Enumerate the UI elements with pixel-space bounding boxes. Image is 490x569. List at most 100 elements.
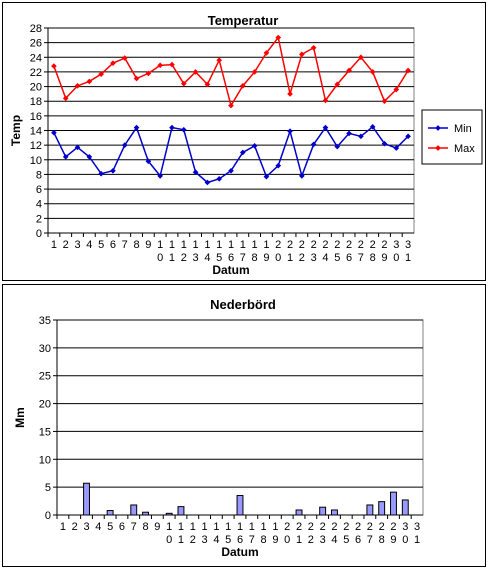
data-point-max xyxy=(145,70,152,77)
data-point-min xyxy=(310,141,317,148)
data-point-max xyxy=(393,86,400,93)
chart-title: Nederbörd xyxy=(210,297,276,312)
data-point-max xyxy=(192,69,199,75)
data-point-max xyxy=(346,67,352,74)
x-tick-label: 8 xyxy=(142,521,148,533)
data-point-max xyxy=(334,81,341,88)
y-tick-label: 28 xyxy=(30,23,42,35)
data-point-min xyxy=(133,124,140,131)
y-tick-label: 25 xyxy=(39,371,51,383)
y-tick-label: 22 xyxy=(30,67,42,79)
bar xyxy=(236,495,244,516)
y-tick-label: 10 xyxy=(30,155,42,167)
plot-area xyxy=(56,319,424,516)
data-point-min xyxy=(322,124,329,131)
bar xyxy=(142,511,149,516)
legend-label-min: Min xyxy=(454,123,472,135)
data-point-min xyxy=(275,162,282,169)
data-point-max xyxy=(251,69,258,75)
data-point-min xyxy=(74,144,81,151)
temperature-chart-panel: 0 2 4 6 8 10 12 14 16 18 20 22 24 26 28 1 2 3 4 5 6 7 8 9 1 0 1 1 1 2… xyxy=(2,2,486,281)
data-point-min xyxy=(287,128,293,135)
x-tick-label: 3 xyxy=(83,521,89,533)
data-point-max xyxy=(322,97,329,104)
y-tick-label: 0 xyxy=(36,228,42,240)
bar xyxy=(401,499,409,516)
data-point-max xyxy=(239,83,246,89)
data-point-min xyxy=(393,145,400,151)
x-tick-label: 2 xyxy=(72,521,78,533)
y-tick-label: 35 xyxy=(39,315,51,327)
data-point-min xyxy=(228,167,234,174)
data-point-min xyxy=(169,124,175,131)
data-point-min xyxy=(263,173,270,180)
data-point-min xyxy=(180,126,187,133)
bar xyxy=(295,509,303,516)
bar xyxy=(378,501,386,516)
data-point-min xyxy=(251,143,258,149)
data-point-min xyxy=(239,149,246,156)
bar xyxy=(177,506,185,516)
precipitation-chart-panel: 0 5 10 15 20 25 30 35 1 2 3 4 5 6 7 8 9 1 0 1 1 1 2 1 3 1 4 1 5 1 6 1 7 1… xyxy=(2,284,486,567)
bar xyxy=(319,506,327,516)
y-tick-label: 8 xyxy=(36,169,42,181)
chart-title: Temperatur xyxy=(208,13,279,28)
x-tick-label: 5 xyxy=(107,521,113,533)
bar xyxy=(165,512,173,516)
x-tick-label: 6 xyxy=(119,521,125,533)
x-tick-label: 9 xyxy=(145,239,151,251)
x-tick-label: 5 xyxy=(98,239,104,251)
data-point-min xyxy=(110,167,116,174)
y-tick-label: 16 xyxy=(30,111,42,123)
bar xyxy=(331,509,338,516)
data-point-min xyxy=(381,140,388,147)
y-tick-label: 10 xyxy=(39,454,51,466)
y-tick-label: 24 xyxy=(30,52,42,64)
y-tick-label: 5 xyxy=(45,482,51,494)
bar xyxy=(390,491,397,516)
data-point-max xyxy=(381,98,388,105)
data-point-max xyxy=(228,102,234,109)
data-point-max xyxy=(204,81,211,88)
legend-marker-max xyxy=(435,145,441,151)
y-tick-label: 0 xyxy=(45,510,51,522)
data-point-min xyxy=(369,124,376,130)
y-tick-label: 6 xyxy=(36,184,42,196)
data-point-min xyxy=(98,170,104,177)
x-tick-label: 7 xyxy=(122,239,128,251)
x-tick-label: 6 xyxy=(110,239,116,251)
data-point-max xyxy=(86,78,93,85)
x-tick-label: 3 xyxy=(74,239,80,251)
y-tick-label: 4 xyxy=(36,199,42,211)
legend-box xyxy=(421,109,483,165)
